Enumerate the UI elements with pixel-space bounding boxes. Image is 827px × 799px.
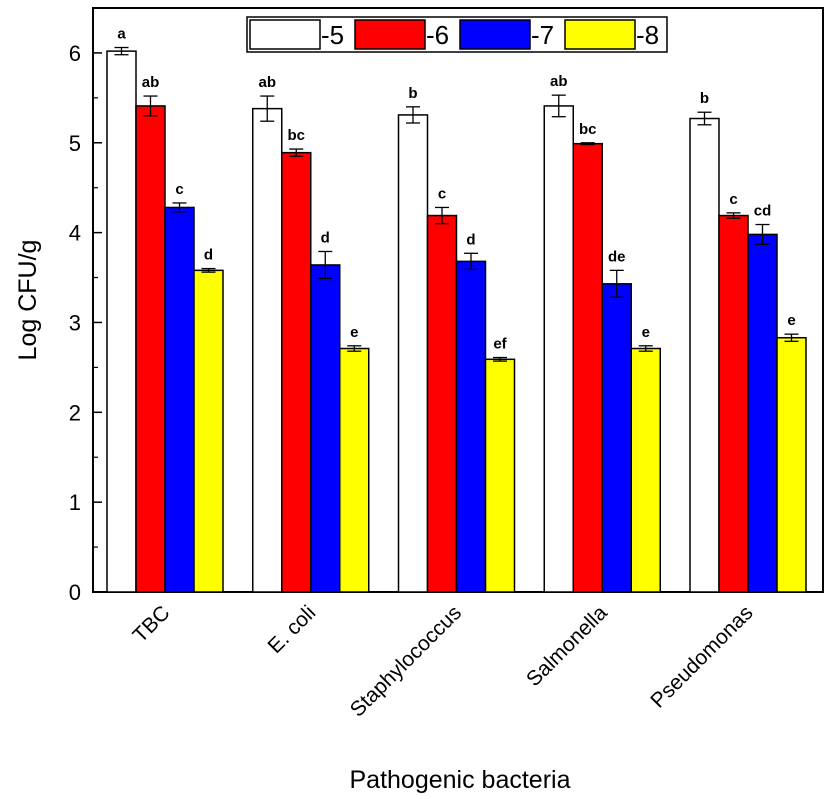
bar [718,214,749,593]
bar [135,105,166,593]
significance-letter: ef [493,336,507,353]
x-category-label: Staphylococcus [346,601,466,721]
legend-label: -7 [531,20,554,50]
bar [310,264,341,593]
significance-letter: ab [550,73,568,90]
significance-letter: ab [142,74,160,91]
significance-letter: d [466,231,475,248]
significance-letter: c [175,181,183,198]
bar [426,214,458,593]
significance-letter: e [350,324,358,341]
y-tick-label: 2 [69,400,81,425]
y-tick-label: 5 [69,131,81,156]
bar [281,151,312,593]
significance-letter: de [608,248,626,265]
x-category-label: Pseudomonas [646,601,757,712]
legend-swatch [564,19,636,50]
bar [252,107,283,593]
bar [164,206,195,593]
y-tick-label: 6 [69,41,81,66]
legend-swatch [354,19,426,50]
legend: -5 -6 -7 -8 [246,16,668,53]
significance-letter: a [117,26,126,43]
bar [630,347,661,593]
legend-swatch [459,19,531,50]
significance-letter: c [729,191,737,208]
legend-label: -5 [321,20,344,50]
legend-swatch [249,19,321,50]
x-category-label: E. coli [264,601,321,658]
x-category-label: Salmonella [522,601,612,691]
bar [106,50,137,593]
significance-letter: c [438,185,446,202]
bar [747,233,778,593]
bar [776,336,807,593]
significance-letter: b [408,85,417,102]
bar [339,347,370,593]
bar [455,260,487,593]
x-axis-title: Pathogenic bacteria [350,766,571,794]
y-tick-label: 3 [69,310,81,335]
y-axis: 0 1 2 3 4 5 6 [69,7,102,605]
significance-letter: ab [258,74,276,91]
bar [543,105,574,593]
x-axis: TBC E. coli Staphylococcus Salmonella Pseudo… [129,583,758,722]
significance-letter: d [321,229,330,246]
bar [689,117,720,593]
bar [572,142,603,593]
legend-label: -8 [636,20,659,50]
significance-letter: cd [754,203,772,220]
bar [484,358,516,593]
y-tick-label: 4 [69,221,81,246]
y-tick-label: 0 [69,580,81,605]
bar [601,283,632,593]
bar [397,114,429,593]
x-category-label: TBC [129,601,175,647]
significance-letter: d [204,247,213,264]
y-tick-label: 1 [69,490,81,515]
significance-letter: e [787,312,795,329]
y-axis-title: Log CFU/g [14,240,42,361]
legend-label: -6 [426,20,449,50]
significance-letter: bc [287,127,305,144]
significance-letter: e [642,324,650,341]
significance-letter: bc [579,121,597,138]
significance-letter: b [700,90,709,107]
bar [193,269,224,593]
